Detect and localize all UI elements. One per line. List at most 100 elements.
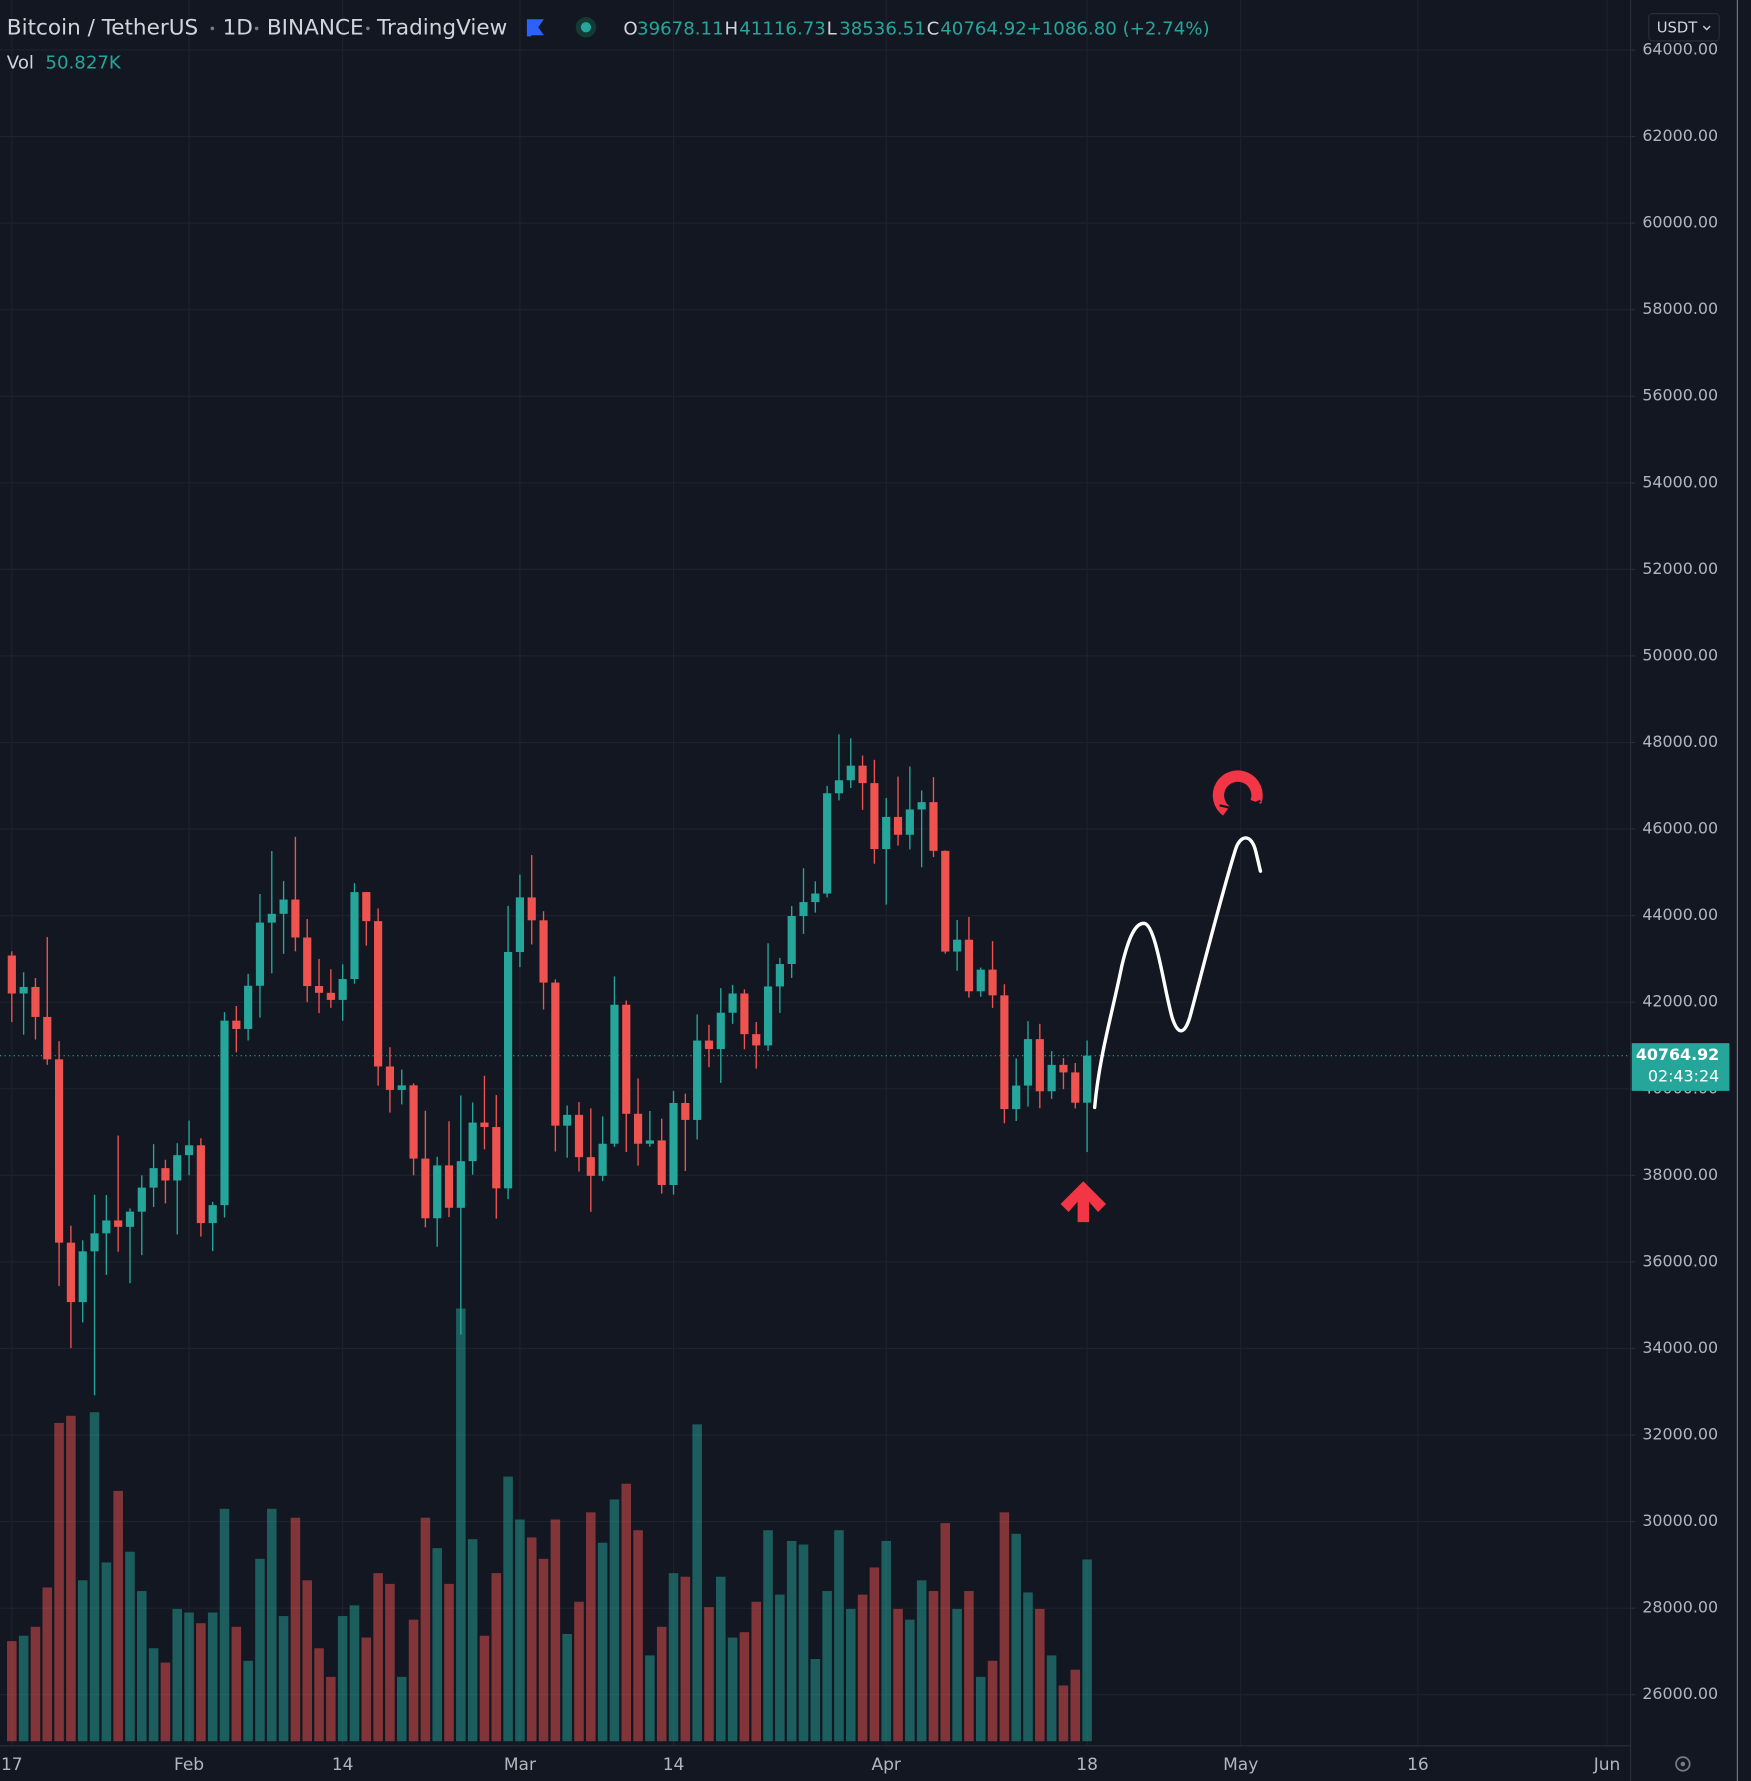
candle-body [385, 1066, 395, 1090]
volume-bar [456, 1308, 466, 1742]
candle-body [775, 964, 784, 987]
candle-body [397, 1085, 406, 1090]
volume-bar [987, 1660, 998, 1742]
candle-body [350, 892, 359, 980]
candle-body [551, 982, 560, 1126]
volume-bar [739, 1632, 750, 1742]
candle-body [184, 1145, 194, 1156]
y-tick-label: 60000.00 [1642, 213, 1718, 232]
candle-body [988, 969, 997, 996]
volume-bar [219, 1508, 230, 1742]
currency-button[interactable] [1648, 13, 1720, 42]
x-tick-label: Apr [871, 1755, 900, 1775]
exchange: BINANCE [267, 15, 364, 40]
y-tick-label: 46000.00 [1642, 819, 1718, 838]
candle-body [362, 892, 371, 922]
candle-body [125, 1211, 135, 1227]
candle-body [763, 986, 773, 1046]
candle-body [468, 1122, 477, 1162]
volume-bar [834, 1530, 844, 1742]
y-tick-label: 42000.00 [1642, 992, 1718, 1011]
volume-label: Vol [7, 53, 34, 74]
y-tick-label: 62000.00 [1642, 126, 1718, 145]
candle-body [374, 921, 383, 1067]
price-tag-value: 40764.92 [1636, 1045, 1719, 1064]
separator [210, 26, 215, 31]
volume-bar [125, 1551, 135, 1742]
dropdown-caret [1702, 25, 1711, 31]
currency: USDT [1657, 19, 1699, 36]
volume-bar [148, 1648, 159, 1742]
candle-body [504, 951, 513, 1189]
volume-bar [290, 1517, 301, 1742]
candle-body [905, 809, 914, 835]
candle-body [704, 1040, 714, 1050]
volume-bar [1082, 1559, 1092, 1742]
volume-bar [160, 1662, 171, 1742]
grid [0, 0, 1631, 1746]
candle-body [622, 1004, 631, 1114]
candle-body [740, 993, 749, 1035]
candle-body [114, 1220, 123, 1227]
candle-body [681, 1103, 690, 1120]
candle-body [799, 902, 808, 917]
candle-body [645, 1140, 654, 1144]
candle-body [1035, 1039, 1044, 1092]
volume-bar [550, 1519, 561, 1742]
candle-body [893, 816, 903, 835]
candle-body [90, 1233, 99, 1252]
candle-body [314, 986, 324, 993]
y-tick-label: 32000.00 [1642, 1425, 1718, 1444]
volume-bar [54, 1422, 64, 1742]
volume-bar [656, 1626, 667, 1742]
candle-body [752, 1034, 761, 1046]
candle-body [7, 955, 16, 994]
volume-bar [467, 1539, 478, 1742]
candle-body [610, 1004, 619, 1144]
candle-body [1059, 1064, 1068, 1073]
candle-body [244, 985, 253, 1029]
candle-body [953, 939, 962, 952]
volume-bar [704, 1607, 714, 1742]
candle-body [858, 765, 867, 784]
candles [0, 734, 1631, 1396]
high-value: 41116.73 [739, 19, 826, 40]
open-value: 39678.11 [637, 19, 724, 40]
volume-bar [1035, 1608, 1045, 1742]
x-tick-label: Jun [1593, 1755, 1621, 1775]
volume-bar [1011, 1533, 1021, 1742]
volume-bar [255, 1558, 265, 1742]
candle-body [279, 899, 288, 914]
candle-body [787, 916, 796, 965]
volume-bar [692, 1424, 702, 1742]
volume-bar [526, 1537, 537, 1742]
volume-bar [113, 1490, 123, 1742]
volume-bar [1023, 1592, 1033, 1742]
volume-bar [361, 1637, 372, 1742]
volume-bar [609, 1499, 620, 1742]
y-tick-label: 28000.00 [1642, 1598, 1718, 1617]
candle-body [208, 1205, 217, 1224]
candle-body [598, 1143, 607, 1176]
candle-body [149, 1168, 158, 1188]
volume-bar [999, 1512, 1010, 1742]
candle-body [232, 1020, 241, 1029]
candle-body [870, 783, 879, 850]
volume-bar [267, 1508, 277, 1742]
flag-icon[interactable] [526, 19, 544, 37]
y-tick-label: 38000.00 [1642, 1165, 1718, 1184]
y-tick-label: 56000.00 [1642, 386, 1718, 405]
volume-bar [869, 1567, 880, 1742]
x-tick-label: 17 [1, 1755, 23, 1775]
candle-body [1000, 995, 1009, 1110]
candle-body [929, 802, 938, 851]
candle-body [834, 780, 844, 794]
candle-body [409, 1085, 418, 1159]
volume-bar [633, 1530, 643, 1742]
volume-bar [432, 1548, 442, 1742]
candle-body [338, 979, 347, 1000]
candle-body [161, 1168, 170, 1181]
volume-bar [385, 1583, 395, 1742]
candle-body [31, 986, 40, 1017]
settings-icon[interactable] [1675, 1756, 1691, 1772]
